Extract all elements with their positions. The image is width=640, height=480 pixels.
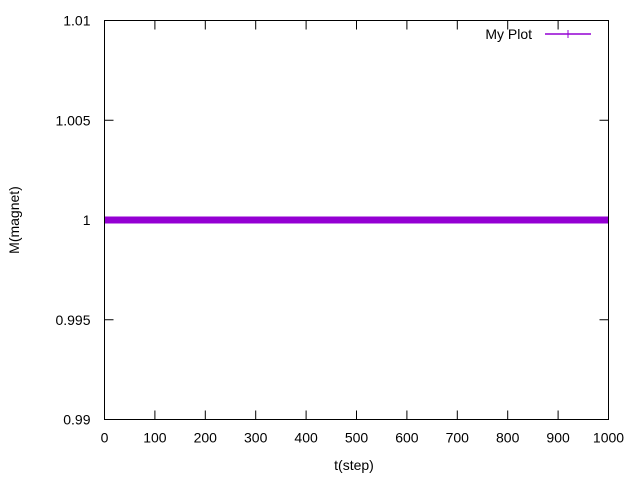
- x-tick-label: 900: [546, 430, 570, 446]
- x-tick-label: 600: [395, 430, 419, 446]
- x-tick-label: 800: [496, 430, 520, 446]
- legend-label: My Plot: [485, 26, 532, 42]
- x-tick-label: 300: [244, 430, 268, 446]
- x-tick-label: 100: [143, 430, 167, 446]
- legend: My Plot: [485, 26, 591, 42]
- x-tick-label: 200: [194, 430, 218, 446]
- x-tick-label: 0: [101, 430, 109, 446]
- y-tick-label: 1.005: [55, 112, 90, 128]
- y-tick-label: 1: [83, 212, 91, 228]
- y-tick-label: 0.995: [55, 312, 90, 328]
- x-tick-label: 500: [345, 430, 369, 446]
- x-tick-label: 700: [446, 430, 470, 446]
- x-tick-label: 1000: [593, 430, 624, 446]
- x-axis-label: t(step): [334, 457, 374, 473]
- y-tick-label: 0.99: [63, 412, 90, 428]
- x-tick-label: 400: [294, 430, 318, 446]
- tick-labels: 0 100 200 300 400 500 600 700 800 900 1000 0.99 0.99…: [55, 13, 624, 446]
- y-tick-label: 1.01: [63, 13, 90, 29]
- y-axis-label: M(magnet): [6, 186, 22, 254]
- plot-frame: [104, 20, 609, 420]
